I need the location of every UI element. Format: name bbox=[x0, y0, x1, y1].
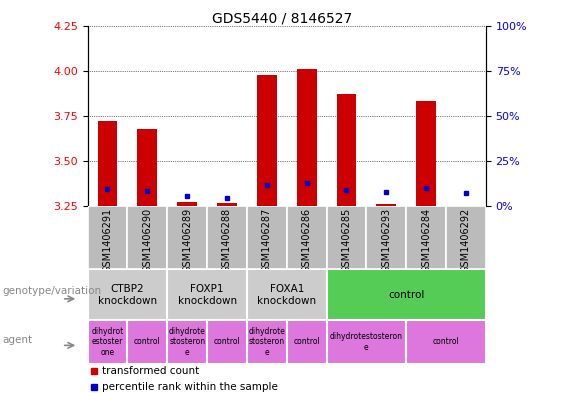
Bar bbox=[137, 129, 157, 206]
Text: GSM1406286: GSM1406286 bbox=[302, 208, 312, 274]
Bar bbox=[88, 320, 128, 364]
Bar bbox=[327, 320, 406, 364]
Text: dihydrote
stosteron
e: dihydrote stosteron e bbox=[169, 327, 206, 357]
Text: genotype/variation: genotype/variation bbox=[3, 286, 102, 296]
Bar bbox=[446, 206, 486, 269]
Bar bbox=[207, 206, 247, 269]
Text: GSM1406290: GSM1406290 bbox=[142, 208, 153, 274]
Bar bbox=[416, 101, 436, 206]
Text: dihydrote
stosteron
e: dihydrote stosteron e bbox=[249, 327, 285, 357]
Text: control: control bbox=[134, 338, 160, 346]
Bar bbox=[128, 206, 167, 269]
Bar bbox=[247, 269, 327, 320]
Bar bbox=[98, 121, 118, 206]
Bar bbox=[167, 269, 247, 320]
Text: CTBP2
knockdown: CTBP2 knockdown bbox=[98, 284, 157, 305]
Bar bbox=[327, 269, 486, 320]
Text: GSM1406285: GSM1406285 bbox=[341, 208, 351, 274]
Text: GSM1406291: GSM1406291 bbox=[102, 208, 112, 274]
Bar bbox=[217, 203, 237, 206]
Bar bbox=[327, 206, 367, 269]
Text: transformed count: transformed count bbox=[102, 366, 199, 376]
Text: control: control bbox=[293, 338, 320, 346]
Text: percentile rank within the sample: percentile rank within the sample bbox=[102, 382, 277, 392]
Bar bbox=[287, 206, 327, 269]
Bar bbox=[297, 69, 316, 206]
Bar bbox=[167, 206, 207, 269]
Bar bbox=[247, 320, 287, 364]
Bar bbox=[406, 320, 486, 364]
Bar bbox=[88, 206, 128, 269]
Text: GSM1406284: GSM1406284 bbox=[421, 208, 431, 274]
Text: GSM1406292: GSM1406292 bbox=[461, 208, 471, 274]
Bar bbox=[367, 206, 406, 269]
Text: control: control bbox=[214, 338, 240, 346]
Bar bbox=[128, 320, 167, 364]
Bar bbox=[257, 75, 277, 206]
Text: GSM1406289: GSM1406289 bbox=[182, 208, 192, 274]
Text: FOXA1
knockdown: FOXA1 knockdown bbox=[257, 284, 316, 305]
Text: GSM1406288: GSM1406288 bbox=[222, 208, 232, 274]
Bar bbox=[167, 320, 207, 364]
Bar bbox=[207, 320, 247, 364]
Text: control: control bbox=[433, 338, 459, 346]
Bar bbox=[376, 204, 396, 206]
Bar bbox=[247, 206, 287, 269]
Bar bbox=[337, 94, 357, 206]
Text: GSM1406293: GSM1406293 bbox=[381, 208, 392, 274]
Text: dihydrot
estoster
one: dihydrot estoster one bbox=[92, 327, 124, 357]
Bar bbox=[287, 320, 327, 364]
Bar bbox=[177, 202, 197, 206]
Text: FOXP1
knockdown: FOXP1 knockdown bbox=[177, 284, 237, 305]
Bar bbox=[406, 206, 446, 269]
Bar bbox=[88, 269, 167, 320]
Text: GDS5440 / 8146527: GDS5440 / 8146527 bbox=[212, 12, 353, 26]
Text: GSM1406287: GSM1406287 bbox=[262, 208, 272, 274]
Text: dihydrotestosteron
e: dihydrotestosteron e bbox=[330, 332, 403, 352]
Text: agent: agent bbox=[3, 335, 33, 345]
Text: control: control bbox=[388, 290, 424, 300]
